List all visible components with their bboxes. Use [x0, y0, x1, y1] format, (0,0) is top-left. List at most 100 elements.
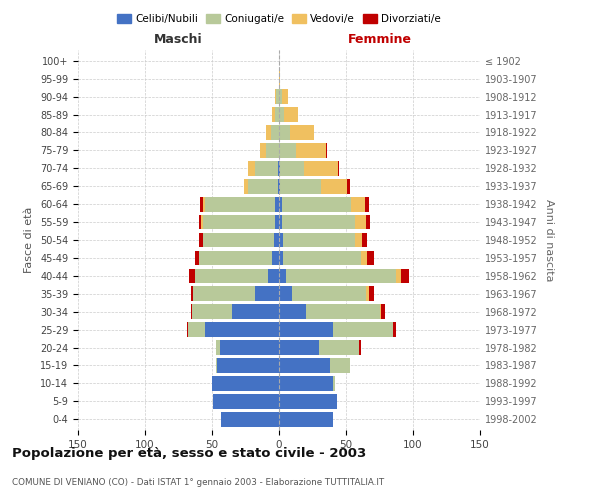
- Bar: [248, 161, 255, 176]
- Bar: [187, 322, 188, 337]
- Bar: [366, 286, 369, 301]
- Bar: [199, 250, 272, 266]
- Bar: [193, 286, 255, 301]
- Bar: [279, 232, 283, 248]
- Bar: [395, 268, 401, 283]
- Y-axis label: Fasce di età: Fasce di età: [25, 207, 34, 273]
- Bar: [279, 412, 332, 426]
- Bar: [279, 90, 281, 104]
- Bar: [272, 107, 275, 122]
- Bar: [232, 304, 279, 319]
- Bar: [277, 90, 279, 104]
- Bar: [292, 286, 366, 301]
- Bar: [279, 268, 286, 283]
- Bar: [279, 250, 283, 266]
- Bar: [216, 358, 217, 373]
- Bar: [205, 322, 279, 337]
- Bar: [381, 304, 385, 319]
- Bar: [280, 179, 320, 194]
- Y-axis label: Anni di nascita: Anni di nascita: [544, 198, 554, 281]
- Bar: [199, 232, 203, 248]
- Bar: [271, 125, 279, 140]
- Bar: [352, 197, 365, 212]
- Bar: [286, 268, 395, 283]
- Bar: [280, 161, 304, 176]
- Bar: [212, 376, 279, 390]
- Bar: [260, 143, 266, 158]
- Bar: [369, 286, 374, 301]
- Bar: [380, 304, 381, 319]
- Bar: [279, 322, 332, 337]
- Bar: [367, 250, 374, 266]
- Bar: [304, 161, 338, 176]
- Bar: [279, 214, 281, 230]
- Bar: [244, 179, 248, 194]
- Bar: [191, 304, 192, 319]
- Bar: [266, 143, 279, 158]
- Bar: [279, 286, 292, 301]
- Bar: [192, 304, 232, 319]
- Bar: [330, 358, 350, 373]
- Bar: [278, 179, 279, 194]
- Bar: [279, 304, 306, 319]
- Bar: [283, 250, 361, 266]
- Bar: [203, 197, 205, 212]
- Bar: [248, 179, 278, 194]
- Bar: [281, 197, 352, 212]
- Bar: [194, 268, 268, 283]
- Bar: [362, 232, 367, 248]
- Bar: [366, 214, 370, 230]
- Bar: [188, 322, 205, 337]
- Bar: [191, 286, 193, 301]
- Bar: [332, 376, 335, 390]
- Bar: [320, 179, 347, 194]
- Bar: [347, 179, 350, 194]
- Bar: [274, 232, 279, 248]
- Bar: [361, 250, 367, 266]
- Bar: [332, 322, 393, 337]
- Bar: [319, 340, 359, 355]
- Bar: [205, 197, 275, 212]
- Bar: [290, 125, 314, 140]
- Bar: [272, 250, 279, 266]
- Bar: [279, 107, 284, 122]
- Bar: [279, 179, 280, 194]
- Text: COMUNE DI VENIANO (CO) - Dati ISTAT 1° gennaio 2003 - Elaborazione TUTTITALIA.IT: COMUNE DI VENIANO (CO) - Dati ISTAT 1° g…: [12, 478, 384, 487]
- Bar: [194, 250, 199, 266]
- Bar: [221, 412, 279, 426]
- Bar: [284, 107, 298, 122]
- Bar: [220, 340, 279, 355]
- Bar: [278, 161, 279, 176]
- Bar: [326, 143, 327, 158]
- Bar: [279, 340, 319, 355]
- Bar: [338, 161, 340, 176]
- Bar: [203, 214, 275, 230]
- Bar: [279, 376, 332, 390]
- Bar: [393, 322, 395, 337]
- Bar: [275, 197, 279, 212]
- Bar: [281, 214, 355, 230]
- Bar: [255, 161, 278, 176]
- Text: Maschi: Maschi: [154, 34, 203, 46]
- Bar: [279, 197, 281, 212]
- Bar: [268, 268, 279, 283]
- Text: Popolazione per età, sesso e stato civile - 2003: Popolazione per età, sesso e stato civil…: [12, 448, 366, 460]
- Legend: Celibi/Nubili, Coniugati/e, Vedovi/e, Divorziati/e: Celibi/Nubili, Coniugati/e, Vedovi/e, Di…: [113, 10, 445, 28]
- Text: Femmine: Femmine: [347, 34, 412, 46]
- Bar: [275, 214, 279, 230]
- Bar: [216, 340, 220, 355]
- Bar: [306, 304, 380, 319]
- Bar: [279, 394, 337, 408]
- Bar: [355, 214, 366, 230]
- Bar: [189, 268, 194, 283]
- Bar: [255, 286, 279, 301]
- Bar: [275, 107, 279, 122]
- Bar: [279, 358, 330, 373]
- Bar: [203, 232, 274, 248]
- Bar: [365, 197, 369, 212]
- Bar: [359, 340, 361, 355]
- Bar: [201, 214, 203, 230]
- Bar: [200, 197, 203, 212]
- Bar: [279, 161, 280, 176]
- Bar: [199, 214, 201, 230]
